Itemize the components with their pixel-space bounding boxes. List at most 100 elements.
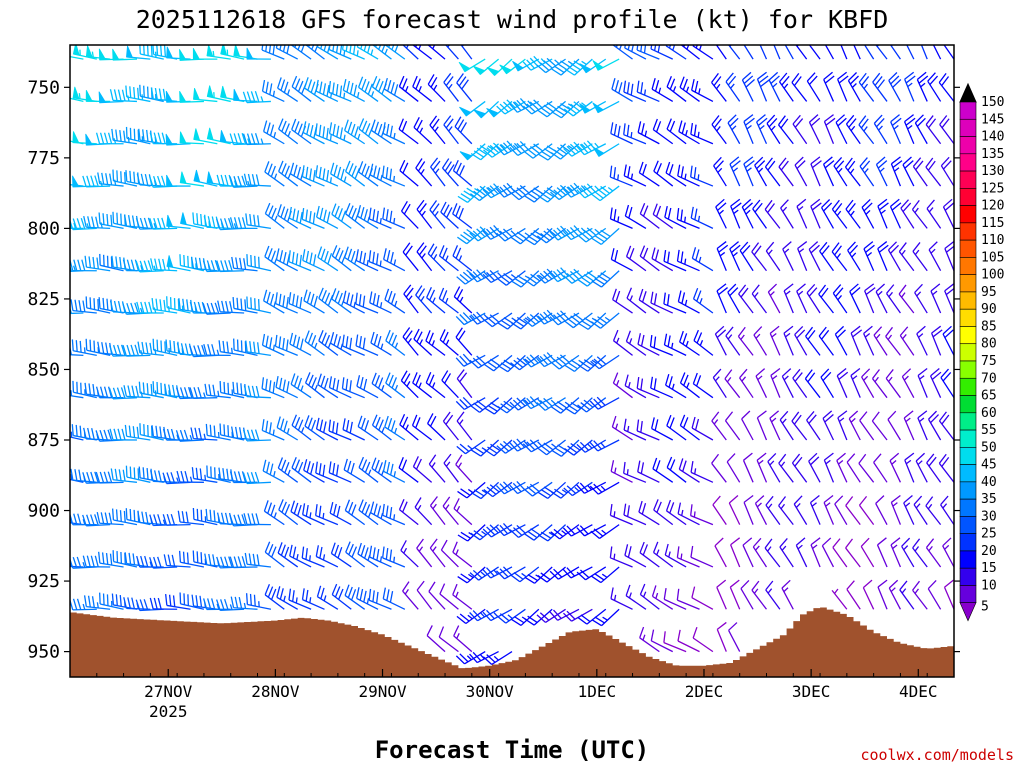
wind-barb — [650, 291, 673, 314]
wind-barb — [754, 156, 768, 187]
wind-barb — [794, 326, 808, 356]
wind-barb — [70, 431, 84, 441]
wind-barb — [381, 165, 406, 187]
wind-barb — [139, 423, 164, 441]
wind-barb — [850, 368, 861, 398]
x-tick-label: 4DEC — [899, 682, 938, 701]
wind-barb — [537, 524, 567, 542]
wind-barb — [754, 495, 768, 525]
wind-barb — [716, 621, 727, 652]
wind-barb — [690, 461, 714, 483]
wind-barb — [166, 214, 191, 230]
wind-barb — [636, 376, 660, 399]
wind-barb — [900, 199, 915, 229]
wind-barb — [302, 121, 325, 145]
wind-barb — [549, 608, 580, 621]
wind-barb — [509, 98, 540, 113]
colorbar-swatch — [959, 291, 977, 310]
wind-barb — [456, 73, 473, 102]
wind-barb — [623, 80, 647, 103]
wind-barb — [398, 118, 419, 145]
wind-barb — [639, 202, 660, 229]
wind-barb — [243, 513, 271, 526]
wind-barb — [414, 497, 433, 526]
colorbar-label: 75 — [981, 354, 997, 369]
colorbar-label: 65 — [981, 389, 997, 404]
colorbar-label: 110 — [981, 233, 1004, 248]
wind-barb — [925, 538, 942, 568]
wind-barb — [730, 198, 742, 229]
colorbar-swatch — [959, 343, 977, 362]
wind-barb — [304, 415, 325, 441]
wind-barb — [301, 588, 325, 610]
wind-barb — [263, 120, 285, 145]
wind-barb — [729, 156, 741, 187]
wind-barb — [940, 368, 954, 399]
wind-barb — [524, 227, 553, 246]
colorbar-swatch — [959, 447, 977, 465]
wind-barb — [290, 373, 312, 399]
wind-barb — [652, 457, 674, 483]
wind-barb — [470, 185, 499, 202]
wind-barb — [290, 500, 312, 526]
wind-barb — [783, 283, 794, 314]
wind-barb — [590, 185, 620, 202]
wind-barb — [767, 452, 781, 483]
wind-barb — [453, 498, 473, 526]
wind-barb — [917, 368, 928, 398]
wind-barb — [438, 626, 459, 653]
wind-barb — [858, 72, 875, 102]
colorbar-label: 25 — [981, 527, 997, 542]
wind-barb — [125, 126, 151, 145]
wind-barb — [564, 439, 593, 456]
wind-barb — [562, 182, 593, 198]
wind-barb — [275, 45, 298, 60]
wind-barb — [123, 385, 151, 399]
wind-barb — [70, 140, 84, 145]
wind-barb — [452, 159, 473, 187]
wind-barb — [679, 372, 700, 399]
wind-barb — [301, 546, 325, 568]
wind-barb — [791, 72, 808, 102]
colorbar-swatch — [959, 136, 977, 155]
wind-barb — [371, 372, 392, 399]
wind-barb — [651, 77, 674, 102]
wind-barb — [470, 143, 500, 161]
wind-barb — [411, 414, 433, 441]
wind-barb — [216, 174, 245, 187]
wind-barb — [904, 71, 916, 102]
wind-barb — [458, 58, 486, 73]
wind-barb — [551, 481, 580, 499]
wind-barb — [246, 47, 271, 60]
colorbar-swatch — [959, 395, 977, 414]
wind-barb — [125, 465, 151, 483]
wind-barb — [382, 503, 406, 526]
wind-barb — [927, 580, 942, 610]
wind-barb — [483, 312, 513, 328]
wind-barb — [220, 45, 245, 60]
colorbar-swatch — [959, 464, 977, 483]
wind-barb — [70, 390, 84, 399]
wind-barb — [97, 172, 124, 187]
wind-barb — [795, 537, 808, 568]
wind-barb — [650, 376, 673, 399]
wind-barb — [483, 481, 513, 498]
wind-barb — [751, 580, 768, 610]
wind-barb — [780, 199, 794, 229]
wind-barb — [537, 566, 566, 583]
wind-barb — [938, 72, 954, 102]
wind-barb — [98, 551, 124, 568]
wind-barb — [85, 338, 111, 356]
colorbar-label: 15 — [981, 561, 997, 576]
wind-barb — [639, 541, 660, 568]
wind-barb — [442, 411, 459, 441]
wind-barb — [83, 427, 111, 441]
wind-barb — [792, 368, 808, 399]
wind-barb — [942, 537, 954, 568]
wind-barb — [328, 461, 352, 483]
wind-barb — [523, 481, 553, 497]
wind-barb — [563, 312, 593, 329]
wind-barb — [940, 495, 954, 526]
wind-barb — [624, 204, 647, 229]
wind-barb — [678, 458, 700, 483]
